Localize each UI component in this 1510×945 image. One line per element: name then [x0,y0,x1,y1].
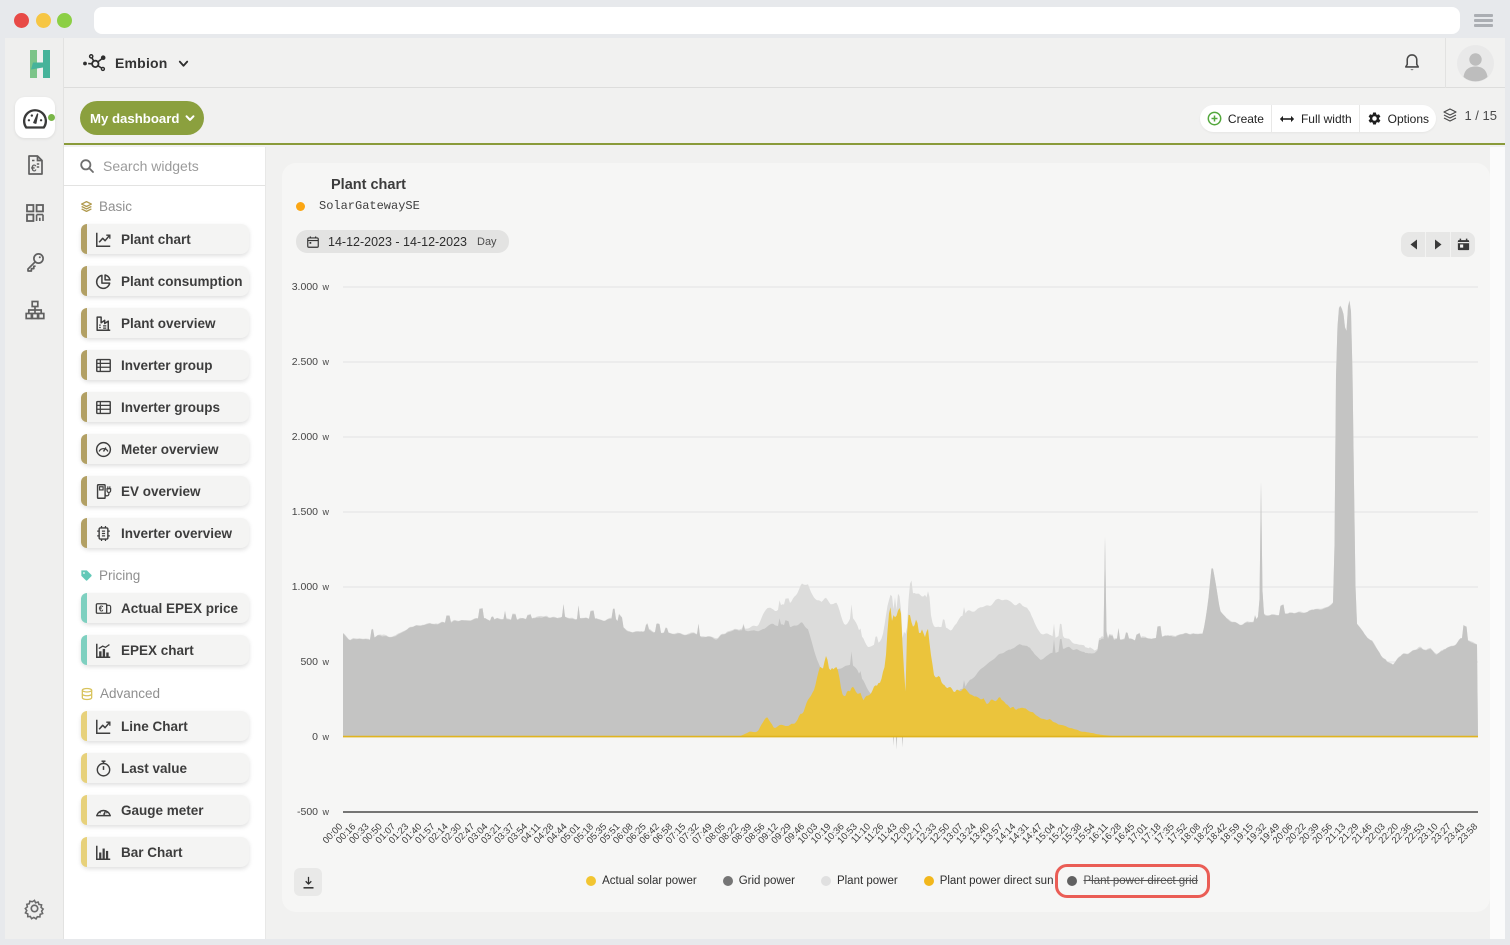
svg-text:w: w [322,657,330,667]
svg-text:1.500: 1.500 [292,506,318,518]
svg-text:w: w [322,582,330,592]
svg-text:w: w [322,807,330,817]
svg-text:w: w [322,282,330,292]
svg-text:w: w [322,432,330,442]
svg-text:-500: -500 [297,806,318,818]
svg-text:€: € [31,164,37,175]
svg-text:1.000: 1.000 [292,581,318,593]
svg-text:0: 0 [312,731,318,743]
svg-text:w: w [322,732,330,742]
svg-text:2.000: 2.000 [292,431,318,443]
svg-text:3.000: 3.000 [292,281,318,293]
svg-text:w: w [322,507,330,517]
svg-text:w: w [322,357,330,367]
svg-text:2.500: 2.500 [292,356,318,368]
svg-text:€: € [99,603,104,613]
svg-text:500: 500 [300,656,318,668]
